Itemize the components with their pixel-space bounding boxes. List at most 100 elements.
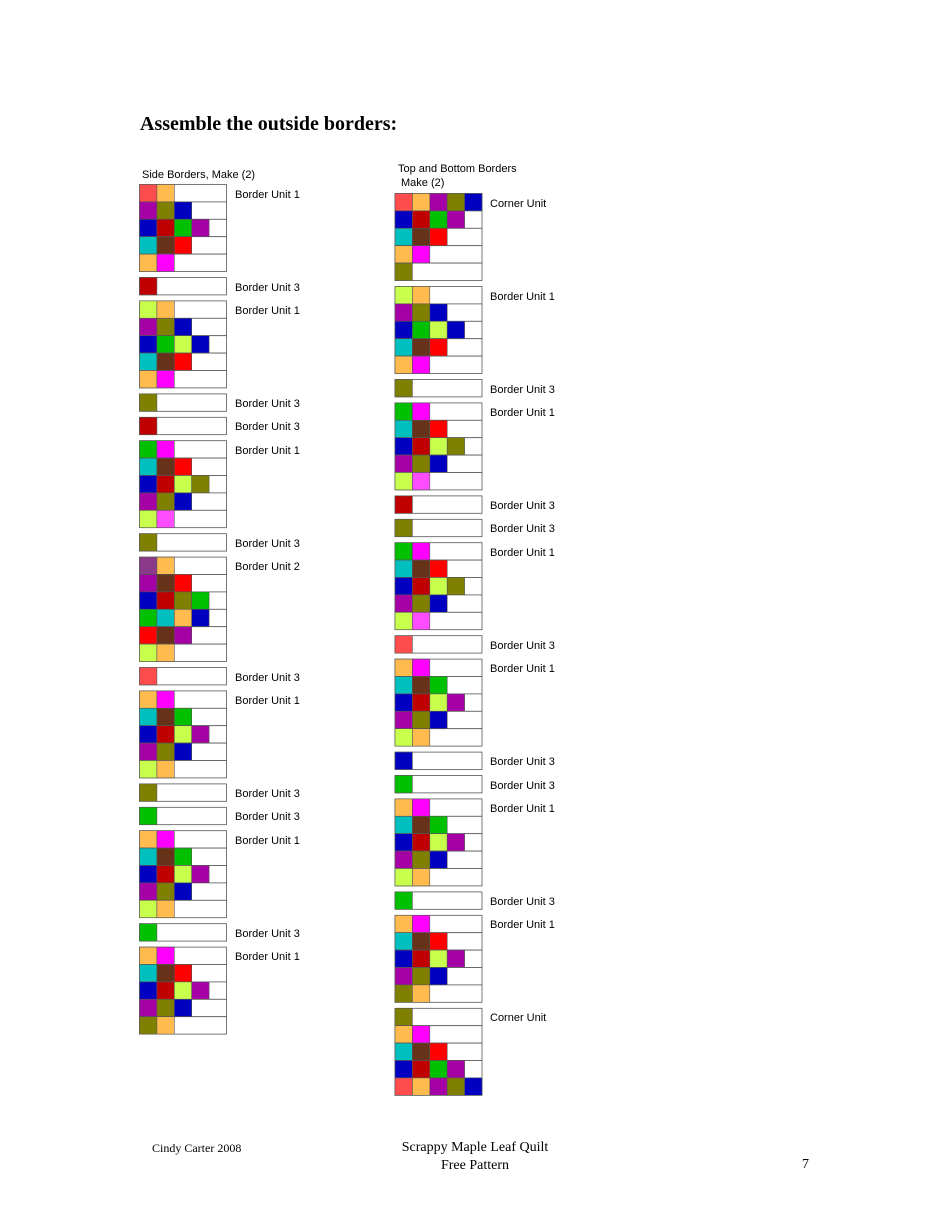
fabric-square	[139, 253, 158, 272]
fabric-square	[394, 355, 413, 374]
fabric-square	[394, 728, 413, 747]
fabric-square	[156, 882, 175, 901]
fabric-square	[429, 967, 448, 986]
side-unit-11	[139, 783, 227, 802]
fabric-square	[429, 693, 448, 712]
page-heading: Assemble the outside borders:	[140, 113, 398, 135]
side-unit-4	[139, 393, 227, 412]
fabric-square	[412, 355, 431, 374]
fabric-square	[156, 847, 175, 866]
fabric-square	[139, 608, 158, 627]
fabric-square	[394, 868, 413, 887]
fabric-square	[139, 981, 158, 1000]
fabric-square	[174, 236, 193, 255]
fabric-square	[139, 574, 158, 593]
fabric-square	[429, 949, 448, 968]
side-unit-2	[139, 277, 227, 296]
fabric-square	[156, 690, 175, 709]
fabric-square	[156, 865, 175, 884]
topbottom-unit-6	[394, 518, 483, 538]
fabric-square	[429, 833, 448, 852]
footer-pattern-line-2: Free Pattern	[440, 1158, 510, 1173]
fabric-square	[412, 693, 431, 712]
side-unit-label: Border Unit 1	[235, 188, 300, 201]
fabric-square	[429, 1077, 448, 1096]
side-borders-title: Side Borders, Make (2)	[142, 169, 256, 181]
side-unit-label: Border Unit 3	[235, 421, 300, 434]
fabric-square	[412, 815, 431, 834]
fabric-square	[412, 914, 431, 933]
fabric-square	[174, 608, 193, 627]
fabric-square	[191, 865, 210, 884]
fabric-square	[191, 608, 210, 627]
fabric-square	[139, 184, 158, 203]
footer-author: Cindy Carter 2008	[152, 1141, 242, 1155]
fabric-square	[174, 742, 193, 761]
side-unit-label: Border Unit 1	[235, 834, 300, 847]
fabric-square	[174, 457, 193, 476]
fabric-square	[394, 1025, 413, 1044]
top-bottom-borders-title: Top and Bottom Borders	[398, 163, 517, 175]
fabric-square	[139, 946, 158, 965]
fabric-square	[412, 286, 431, 305]
fabric-square	[464, 193, 483, 212]
side-unit-12	[139, 806, 227, 826]
fabric-square	[156, 707, 175, 726]
fabric-square	[429, 193, 448, 212]
fabric-square	[412, 1025, 431, 1044]
topbottom-unit-label: Border Unit 3	[490, 383, 555, 396]
fabric-square	[394, 815, 413, 834]
fabric-square	[156, 981, 175, 1000]
fabric-square	[139, 882, 158, 901]
fabric-square	[394, 437, 413, 456]
fabric-square	[394, 635, 413, 654]
fabric-square	[191, 219, 210, 238]
fabric-square	[394, 228, 413, 247]
fabric-square	[139, 1016, 158, 1035]
fabric-square	[412, 454, 431, 473]
fabric-square	[139, 533, 158, 552]
side-unit-label: Border Unit 3	[235, 397, 300, 410]
fabric-square	[429, 559, 448, 578]
fabric-square	[429, 437, 448, 456]
fabric-square	[394, 320, 413, 339]
fabric-square	[174, 981, 193, 1000]
fabric-square	[139, 509, 158, 528]
fabric-square	[139, 760, 158, 779]
fabric-square	[412, 949, 431, 968]
fabric-square	[412, 245, 431, 264]
fabric-square	[429, 454, 448, 473]
fabric-square	[412, 676, 431, 695]
footer-pattern-name: Scrappy Maple Leaf Quilt Free Pattern	[375, 1139, 575, 1175]
fabric-square	[429, 594, 448, 613]
topbottom-unit-label: Border Unit 3	[490, 639, 555, 652]
fabric-square	[412, 437, 431, 456]
fabric-square	[139, 865, 158, 884]
fabric-square	[412, 710, 431, 729]
fabric-square	[139, 475, 158, 494]
topbottom-unit-label: Border Unit 1	[490, 290, 555, 303]
fabric-square	[394, 594, 413, 613]
fabric-square	[429, 676, 448, 695]
fabric-square	[156, 830, 175, 849]
fabric-square	[139, 643, 158, 662]
fabric-square	[139, 923, 158, 942]
topbottom-unit-label: Border Unit 1	[490, 919, 555, 932]
topbottom-unit-7	[394, 542, 483, 631]
fabric-square	[139, 492, 158, 511]
fabric-square	[412, 868, 431, 887]
fabric-square	[446, 1077, 465, 1096]
fabric-square	[139, 277, 158, 296]
fabric-square	[156, 300, 175, 319]
topbottom-unit-12	[394, 798, 483, 887]
fabric-square	[412, 1060, 431, 1079]
fabric-square	[394, 286, 413, 305]
topbottom-unit-label: Border Unit 3	[490, 523, 555, 536]
fabric-square	[156, 574, 175, 593]
topbottom-unit-15	[394, 1007, 483, 1096]
topbottom-unit-label: Border Unit 1	[490, 663, 555, 676]
side-unit-label: Border Unit 3	[235, 927, 300, 940]
fabric-square	[394, 967, 413, 986]
